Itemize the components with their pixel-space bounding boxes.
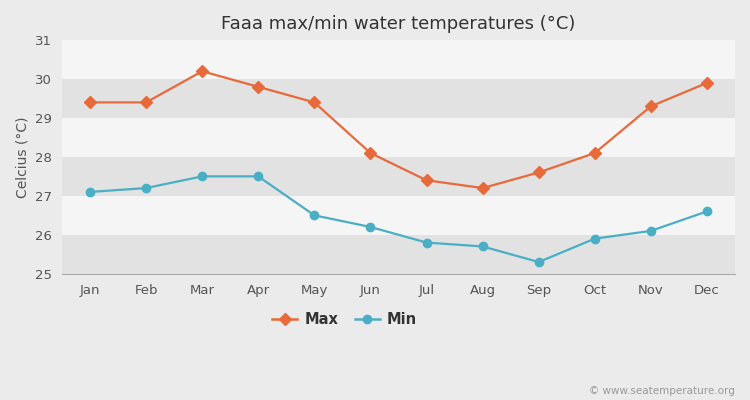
- Bar: [62, 235, 735, 274]
- Max: [703, 80, 712, 85]
- Min: [142, 186, 151, 190]
- Max: [646, 104, 656, 109]
- Min: [646, 228, 656, 233]
- Min: [310, 213, 319, 218]
- Y-axis label: Celcius (°C): Celcius (°C): [15, 116, 29, 198]
- Max: [366, 151, 375, 156]
- Min: [703, 209, 712, 214]
- Legend: Max, Min: Max, Min: [267, 306, 422, 332]
- Min: [534, 260, 543, 264]
- Bar: [62, 118, 735, 157]
- Bar: [62, 157, 735, 196]
- Bar: [62, 79, 735, 118]
- Min: [478, 244, 487, 249]
- Max: [310, 100, 319, 105]
- Max: [86, 100, 94, 105]
- Min: [254, 174, 262, 179]
- Max: [422, 178, 431, 183]
- Max: [478, 186, 487, 190]
- Bar: [62, 196, 735, 235]
- Max: [254, 84, 262, 89]
- Bar: [62, 40, 735, 79]
- Min: [590, 236, 599, 241]
- Text: © www.seatemperature.org: © www.seatemperature.org: [590, 386, 735, 396]
- Max: [198, 69, 207, 74]
- Min: [366, 224, 375, 229]
- Min: [422, 240, 431, 245]
- Max: [534, 170, 543, 175]
- Max: [142, 100, 151, 105]
- Max: [590, 151, 599, 156]
- Line: Max: Max: [86, 67, 711, 192]
- Min: [198, 174, 207, 179]
- Line: Min: Min: [86, 172, 711, 266]
- Title: Faaa max/min water temperatures (°C): Faaa max/min water temperatures (°C): [221, 15, 576, 33]
- Min: [86, 190, 94, 194]
